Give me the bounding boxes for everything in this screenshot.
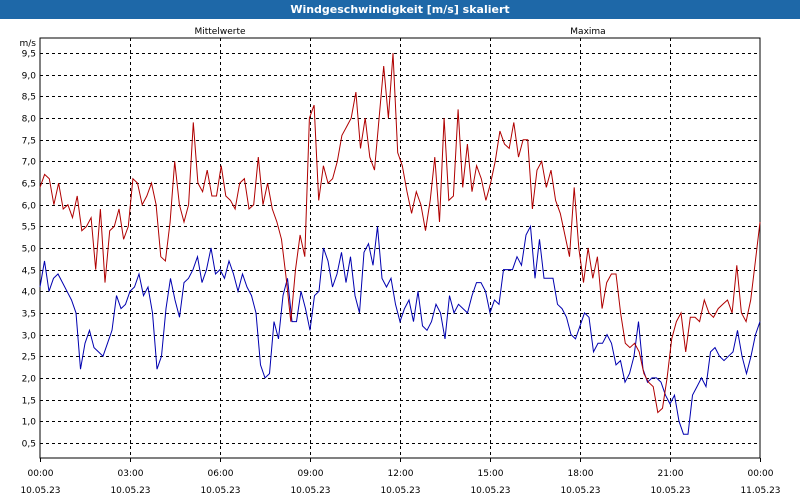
- y-tick-label: 4,0: [22, 288, 37, 298]
- x-tick-time: 06:00: [208, 469, 234, 479]
- y-tick-label: 5,5: [22, 223, 36, 233]
- x-tick-time: 00:00: [748, 469, 774, 479]
- x-tick-date: 10.05.23: [560, 486, 600, 496]
- y-tick-label: 2,0: [22, 375, 37, 385]
- x-tick-date: 10.05.23: [380, 486, 420, 496]
- y-tick-label: 3,0: [22, 332, 37, 342]
- y-tick-label: 8,5: [22, 93, 36, 103]
- y-tick-label: 4,5: [22, 267, 36, 277]
- chart-title-bar: Windgeschwindigkeit [m/s] skaliert: [0, 0, 800, 19]
- y-axis-label: m/s: [20, 39, 37, 49]
- chart-title: Windgeschwindigkeit [m/s] skaliert: [290, 3, 510, 16]
- y-tick-label: 1,5: [22, 397, 36, 407]
- x-tick-date: 10.05.23: [290, 486, 330, 496]
- series-label-maxima: Maxima: [570, 27, 605, 37]
- x-tick-date: 10.05.23: [650, 486, 690, 496]
- y-tick-label: 1,0: [22, 418, 37, 428]
- x-tick-date: 10.05.23: [110, 486, 150, 496]
- y-tick-label: 9,5: [22, 50, 36, 60]
- x-tick-time: 03:00: [118, 469, 144, 479]
- x-tick-time: 12:00: [388, 469, 414, 479]
- series-line-mittelwerte: [39, 224, 761, 435]
- x-tick-time: 18:00: [568, 469, 594, 479]
- x-tick-time: 15:00: [478, 469, 504, 479]
- x-tick-date: 10.05.23: [20, 486, 60, 496]
- y-tick-label: 0,5: [22, 440, 36, 450]
- y-tick-label: 8,0: [22, 115, 37, 125]
- y-tick-label: 6,0: [22, 202, 37, 212]
- x-tick-date: 10.05.23: [470, 486, 510, 496]
- x-tick-date: 11.05.23: [740, 486, 780, 496]
- y-tick-label: 9,0: [22, 72, 37, 82]
- y-tick-label: 3,5: [22, 310, 36, 320]
- x-tick-time: 00:00: [28, 469, 54, 479]
- y-tick-label: 7,0: [22, 158, 37, 168]
- y-tick-label: 5,0: [22, 245, 37, 255]
- y-tick-label: 6,5: [22, 180, 36, 190]
- x-tick-time: 09:00: [298, 469, 324, 479]
- x-tick-time: 21:00: [658, 469, 684, 479]
- series-label-mittelwerte: Mittelwerte: [194, 27, 245, 37]
- y-tick-label: 7,5: [22, 137, 36, 147]
- y-tick-label: 2,5: [22, 353, 36, 363]
- x-tick-date: 10.05.23: [200, 486, 240, 496]
- series-line-maxima: [39, 53, 761, 414]
